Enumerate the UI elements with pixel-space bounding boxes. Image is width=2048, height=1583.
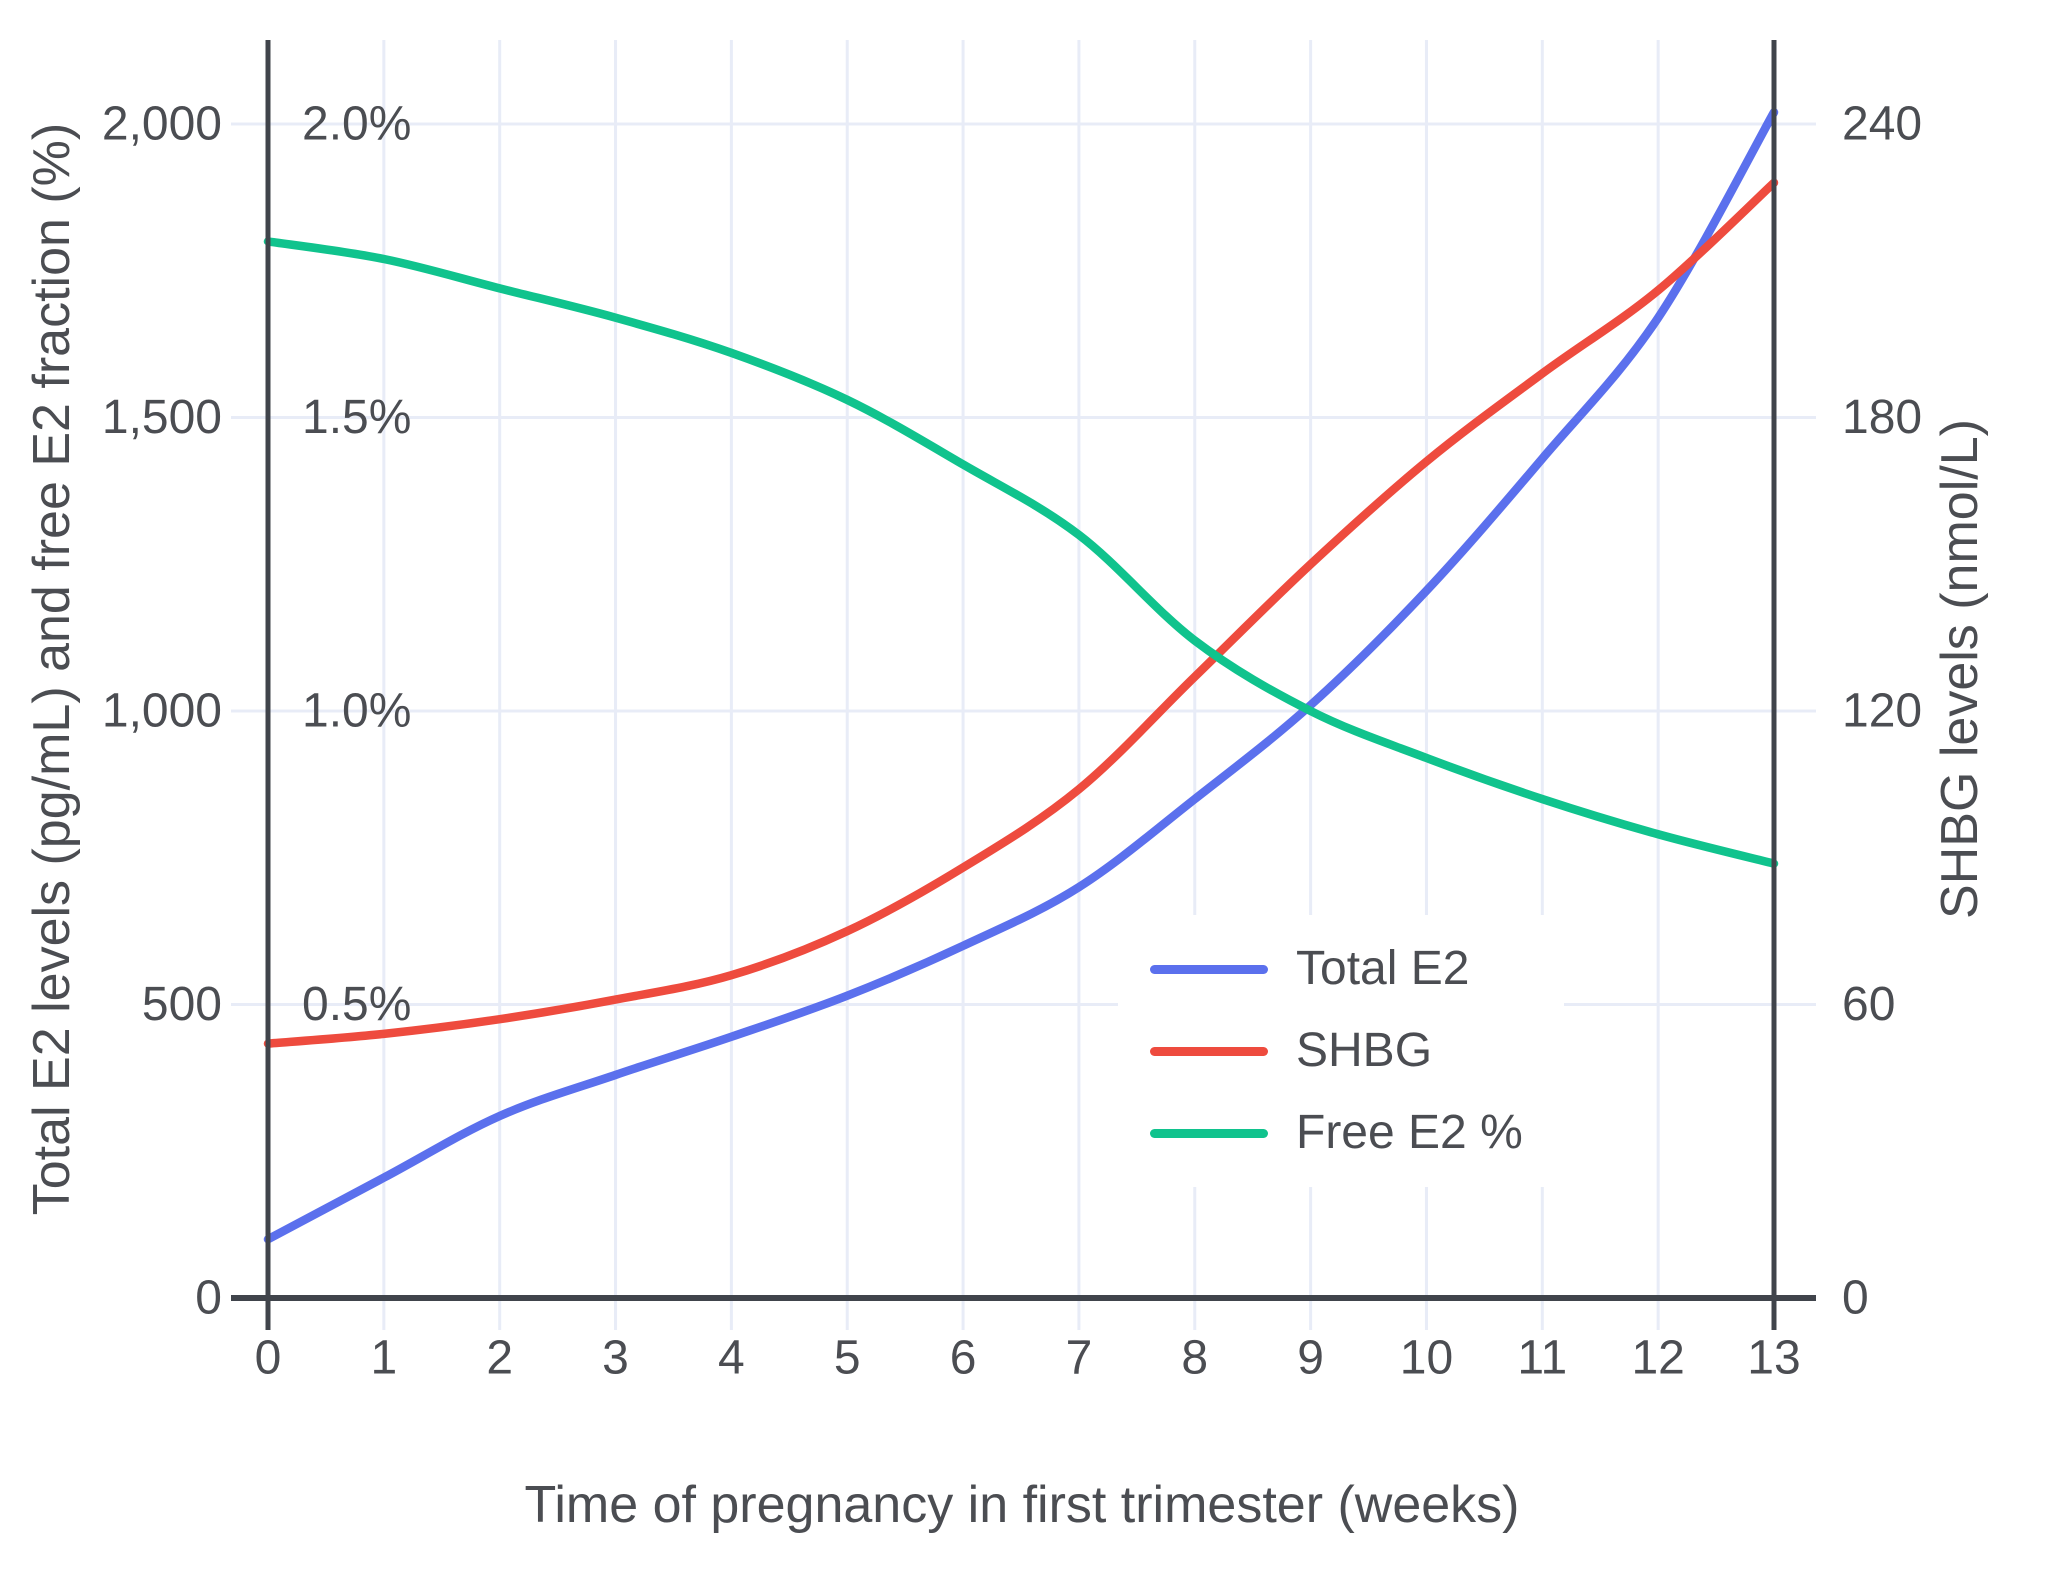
x-tick-label: 12 bbox=[1631, 1332, 1684, 1385]
y-percent-tick-label: 1.0% bbox=[302, 685, 411, 738]
total-e2-line-swatch bbox=[1150, 964, 1268, 974]
y-left-tick-label: 1,000 bbox=[102, 685, 222, 738]
x-tick-label: 4 bbox=[718, 1332, 745, 1385]
x-tick-label: 10 bbox=[1400, 1332, 1453, 1385]
legend-item-shbg[interactable]: SHBG bbox=[1150, 1027, 1564, 1075]
x-tick-label: 3 bbox=[602, 1332, 629, 1385]
x-tick-label: 11 bbox=[1517, 1332, 1567, 1385]
y-right-tick-label: 0 bbox=[1842, 1272, 1869, 1325]
y-right-tick-label: 120 bbox=[1842, 685, 1922, 738]
y-right-tick-label: 60 bbox=[1842, 978, 1895, 1031]
legend-label-free-e2: Free E2 % bbox=[1296, 1106, 1523, 1159]
y-left-tick-label: 500 bbox=[142, 978, 222, 1031]
free-e2-line-swatch bbox=[1150, 1128, 1268, 1138]
y-left-tick-label: 0 bbox=[195, 1272, 222, 1325]
y-axis-right-title: SHBG levels (nmol/L) bbox=[1931, 419, 1989, 919]
x-tick-label: 6 bbox=[950, 1332, 977, 1385]
y-percent-tick-label: 1.5% bbox=[302, 391, 411, 444]
y-left-tick-label: 2,000 bbox=[102, 98, 222, 151]
x-tick-label: 0 bbox=[255, 1332, 282, 1385]
legend: Total E2 SHBG Free E2 % bbox=[1118, 915, 1564, 1187]
curve-free-e2 bbox=[263, 237, 1779, 868]
legend-label-total-e2: Total E2 bbox=[1296, 942, 1470, 995]
x-tick-label: 7 bbox=[1066, 1332, 1093, 1385]
shbg-line-swatch bbox=[1150, 1046, 1268, 1056]
y-right-tick-label: 240 bbox=[1842, 98, 1922, 151]
x-tick-label: 5 bbox=[834, 1332, 861, 1385]
y-percent-tick-label: 0.5% bbox=[302, 978, 411, 1031]
y-right-tick-label: 180 bbox=[1842, 391, 1922, 444]
x-tick-label: 1 bbox=[370, 1332, 397, 1385]
x-tick-label: 8 bbox=[1181, 1332, 1208, 1385]
x-axis-title: Time of pregnancy in first trimester (we… bbox=[524, 1476, 1520, 1534]
curve-total-e2 bbox=[263, 108, 1779, 1244]
x-tick-label: 9 bbox=[1297, 1332, 1324, 1385]
x-tick-label: 2 bbox=[486, 1332, 513, 1385]
legend-item-free-e2[interactable]: Free E2 % bbox=[1150, 1109, 1564, 1157]
legend-label-shbg: SHBG bbox=[1296, 1024, 1433, 1077]
y-left-tick-label: 1,500 bbox=[102, 391, 222, 444]
y-axis-left-title: Total E2 levels (pg/mL) and free E2 frac… bbox=[23, 122, 81, 1216]
curve-shbg bbox=[263, 178, 1779, 1048]
legend-item-total-e2[interactable]: Total E2 bbox=[1150, 945, 1564, 993]
y-percent-tick-label: 2.0% bbox=[302, 98, 411, 151]
x-tick-label: 13 bbox=[1747, 1332, 1800, 1385]
